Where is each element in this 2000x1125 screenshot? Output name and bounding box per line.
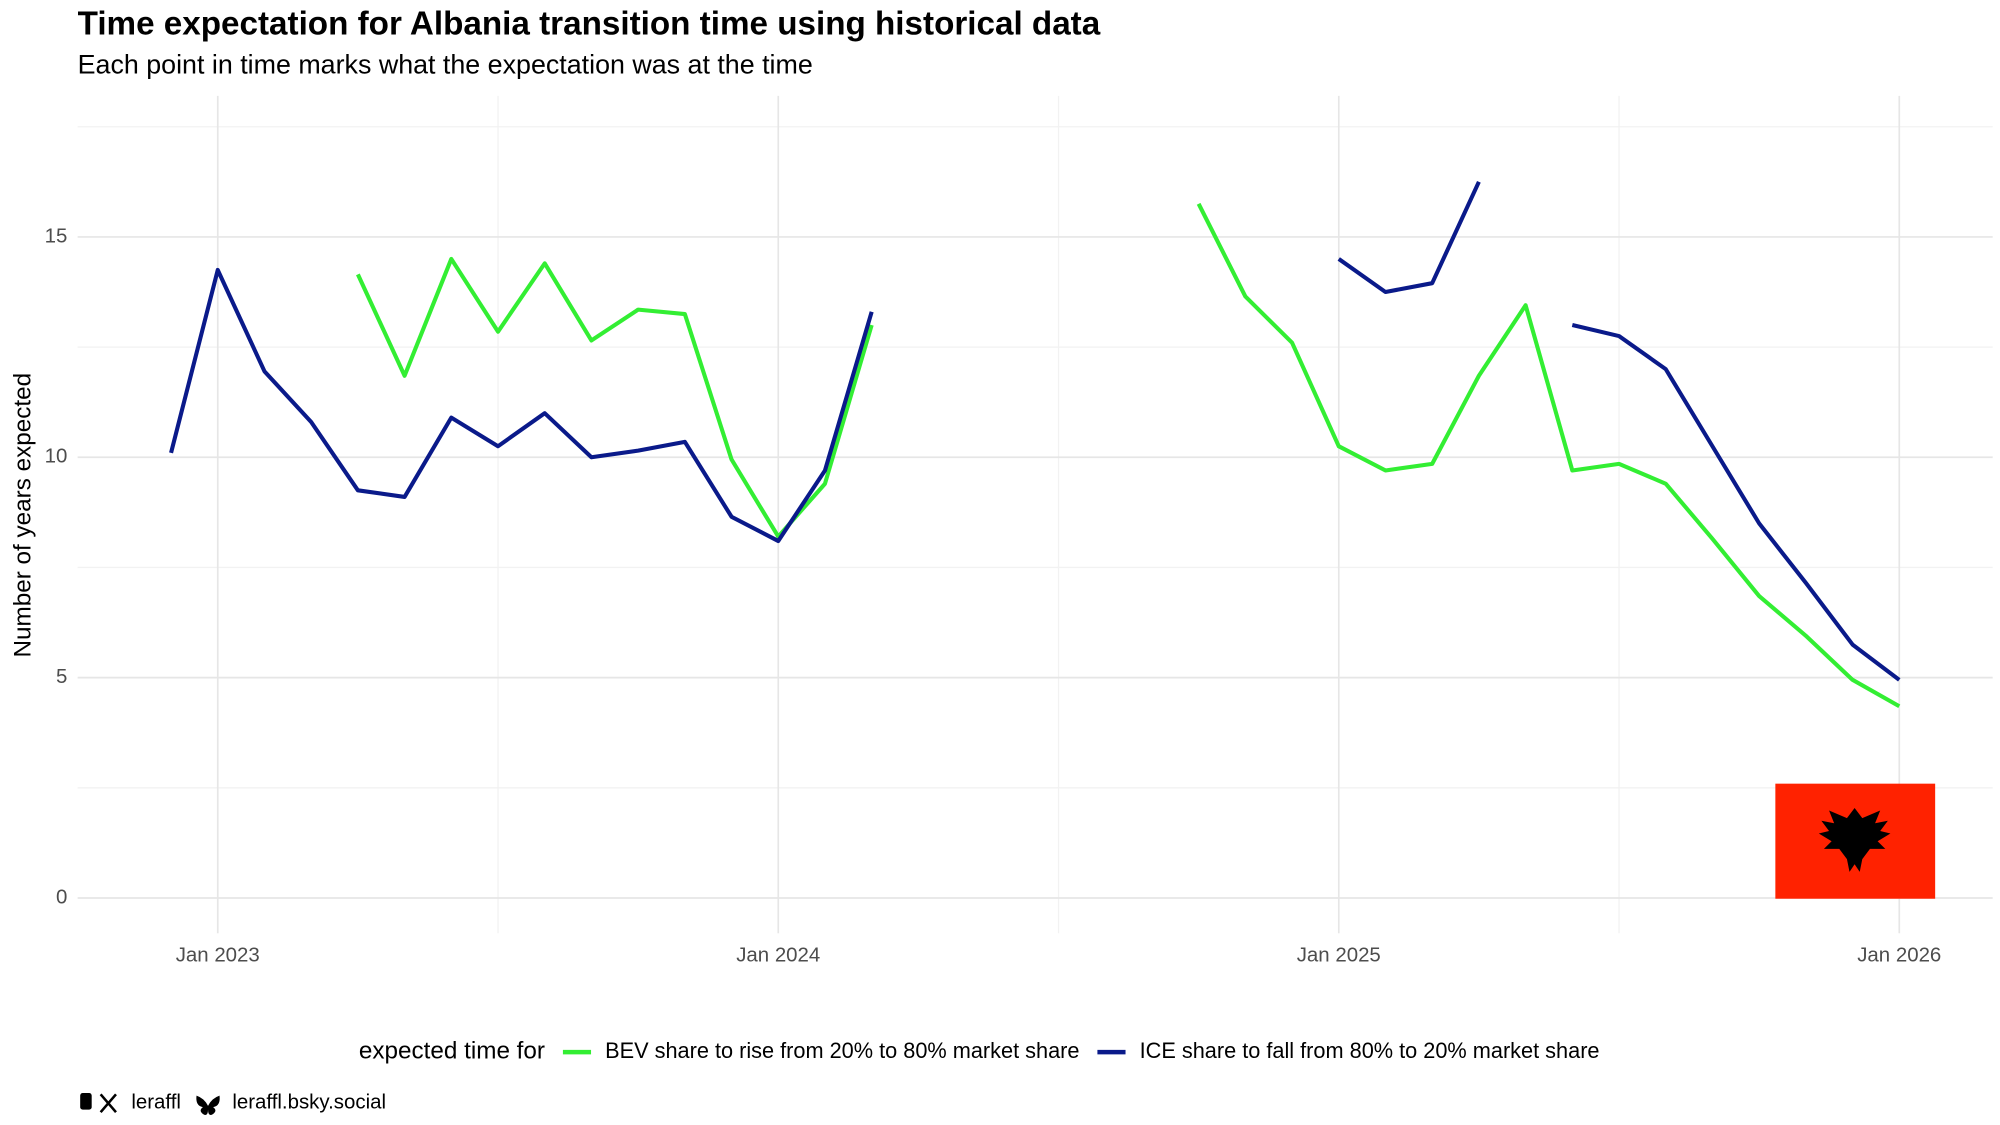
x-tick-label: Jan 2023 bbox=[176, 944, 260, 967]
chart-subtitle: Each point in time marks what the expect… bbox=[78, 50, 813, 80]
footer: leraffl leraffl.bsky.social bbox=[80, 1091, 386, 1115]
x-tick-label: Jan 2024 bbox=[736, 944, 820, 967]
series-line bbox=[169, 180, 1901, 682]
footer-bsky-handle: leraffl.bsky.social bbox=[232, 1091, 386, 1114]
legend-label: ICE share to fall from 80% to 20% market… bbox=[1140, 1038, 1600, 1063]
flag bbox=[1775, 783, 1936, 899]
y-tick-label: 0 bbox=[56, 885, 67, 908]
grid bbox=[77, 95, 1993, 934]
x-tick-label: Jan 2026 bbox=[1857, 944, 1941, 967]
y-axis-label: Number of years expected bbox=[9, 373, 36, 658]
footer-x-handle: leraffl bbox=[131, 1091, 181, 1114]
chart-title: Time expectation for Albania transition … bbox=[78, 5, 1101, 42]
x-tick-label: Jan 2025 bbox=[1297, 944, 1381, 967]
y-tick-label: 10 bbox=[45, 445, 68, 468]
legend-title: expected time for bbox=[359, 1038, 545, 1065]
y-tick-label: 15 bbox=[45, 224, 68, 247]
legend-label: BEV share to rise from 20% to 80% market… bbox=[605, 1038, 1079, 1063]
y-tick-label: 5 bbox=[56, 665, 67, 688]
